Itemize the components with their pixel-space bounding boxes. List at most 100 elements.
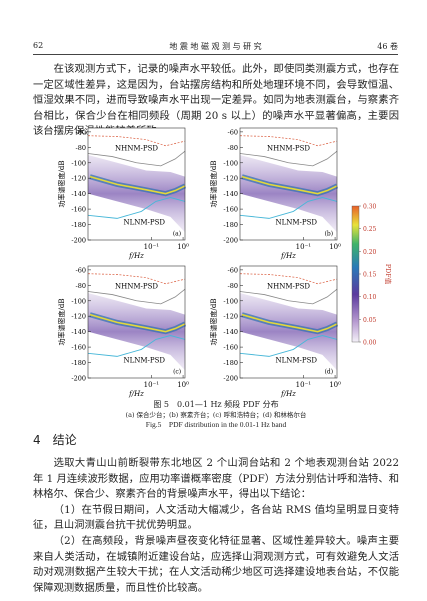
panel-label: (d) xyxy=(325,368,334,375)
colorbar-tick-label: 0.20 xyxy=(363,249,377,256)
pdf-peak xyxy=(241,313,338,333)
low-noise-model xyxy=(87,335,186,357)
y-tick-label: -160 xyxy=(223,206,238,214)
paragraph: （2）在高频段，背景噪声昼夜变化特征显著、区域性差异较大。噪声主要来自人类活动，… xyxy=(33,534,399,594)
y-tick-label: -180 xyxy=(223,359,238,367)
nlnm-label: NLNM-PSD xyxy=(123,357,165,365)
nlnm-label: NLNM-PSD xyxy=(123,219,165,227)
paragraph: （1）在节假日期间，人文活动大幅减少，各台站 RMS 值均呈明显日变特征，且山洞… xyxy=(33,503,399,532)
nhnm-label: NHNM-PSD xyxy=(115,144,158,152)
y-tick-label: -160 xyxy=(223,344,238,352)
high-noise-model xyxy=(239,288,338,305)
max-curve xyxy=(239,273,338,285)
max-curve xyxy=(87,135,186,147)
y-tick-label: -60 xyxy=(228,128,238,136)
paragraph: 在该观测方式下，记录的噪声水平较低。此外，即使同类测震方式，也存在一定区域性差异… xyxy=(33,63,399,138)
journal-title: 地 震 地 磁 观 测 与 研 究 xyxy=(169,42,262,51)
y-tick-label: -140 xyxy=(71,190,86,198)
panel-label: (b) xyxy=(325,230,334,237)
y-tick-label: -100 xyxy=(223,297,238,305)
colorbar-label: PDF值 xyxy=(384,264,393,285)
colorbar-tick-label: 0.30 xyxy=(363,204,377,211)
plot-frame xyxy=(239,265,338,379)
nlnm-label: NLNM-PSD xyxy=(275,357,317,365)
y-tick-label: -180 xyxy=(71,221,86,229)
colorbar-tick-label: 0.25 xyxy=(363,226,377,233)
y-tick-label: -160 xyxy=(71,206,86,214)
nhnm-label: NHNM-PSD xyxy=(267,282,310,290)
y-tick-label: -200 xyxy=(71,375,86,383)
nhnm-label: NHNM-PSD xyxy=(267,144,310,152)
x-tick-label: 10⁰ xyxy=(329,243,341,251)
y-tick-label: -120 xyxy=(223,175,238,183)
y-tick-label: -180 xyxy=(71,359,86,367)
x-axis-label: f/Hz xyxy=(128,252,144,260)
pdf-haze xyxy=(88,155,185,233)
plot-frame xyxy=(87,127,186,241)
nlnm-label: NLNM-PSD xyxy=(275,219,317,227)
y-tick-label: -60 xyxy=(228,266,238,274)
panel-label: (c) xyxy=(173,368,181,375)
y-axis-label: 功率谱密度/dB xyxy=(209,161,218,208)
y-tick-label: -120 xyxy=(71,175,86,183)
figure-caption: 图 5 0.01—1 Hz 频段 PDF 分布 xyxy=(153,400,279,409)
x-tick-label: 10⁰ xyxy=(329,381,341,389)
y-tick-label: -80 xyxy=(228,144,238,152)
y-axis-label: 功率谱密度/dB xyxy=(209,299,218,346)
low-noise-model xyxy=(239,335,338,357)
y-tick-label: -60 xyxy=(76,266,86,274)
x-tick-label: 10⁻¹ xyxy=(144,381,160,389)
y-axis-label: 功率谱密度/dB xyxy=(57,299,66,346)
y-tick-label: -200 xyxy=(223,237,238,245)
y-tick-label: -120 xyxy=(71,313,86,321)
paragraph: 选取大青山山前断裂带东北地区 2 个山洞台站和 2 个地表观测台站 2022 年… xyxy=(33,457,399,501)
high-noise-model xyxy=(87,288,186,305)
y-tick-label: -140 xyxy=(223,190,238,198)
y-tick-label: -160 xyxy=(71,344,86,352)
x-axis-label: f/Hz xyxy=(280,390,296,398)
x-axis-label: f/Hz xyxy=(280,252,296,260)
x-tick-label: 10⁻¹ xyxy=(296,243,312,251)
y-tick-label: -120 xyxy=(223,313,238,321)
x-axis-label: f/Hz xyxy=(128,390,144,398)
figure: NHNM-PSD NLNM-PSD (a) -60 -80 -100 -120 -140 -16… xyxy=(57,127,393,398)
y-tick-label: -140 xyxy=(71,328,86,336)
colorbar-tick-label: 0.15 xyxy=(363,272,377,279)
colorbar-tick-label: 0.10 xyxy=(363,294,377,301)
plot-frame xyxy=(87,265,186,379)
colorbar xyxy=(351,205,360,343)
pdf-peak xyxy=(89,175,186,195)
y-tick-label: -80 xyxy=(76,144,86,152)
y-tick-label: -180 xyxy=(223,221,238,229)
y-tick-label: -100 xyxy=(223,159,238,167)
conclusion: 选取大青山山前断裂带东北地区 2 个山洞台站和 2 个地表观测台站 2022 年… xyxy=(33,456,399,596)
figure-caption-en: Fig.5 PDF distribution in the 0.01-1 Hz … xyxy=(145,420,287,429)
y-axis-label: 功率谱密度/dB xyxy=(57,161,66,208)
running-header: 62 地 震 地 磁 观 测 与 研 究 46 卷 xyxy=(33,40,398,55)
figure-subcaption: (a) 保合少台；(b) 察素齐台；(c) 呼和浩特台；(d) 和林格尔台 xyxy=(125,411,307,419)
colorbar-tick-label: 0.00 xyxy=(363,340,377,347)
low-noise-model xyxy=(239,197,338,219)
high-noise-model xyxy=(87,150,186,167)
y-tick-label: -200 xyxy=(223,375,238,383)
pdf-peak xyxy=(89,313,186,333)
page-number: 62 xyxy=(33,41,44,50)
volume: 46 卷 xyxy=(377,42,398,51)
y-tick-label: -80 xyxy=(228,282,238,290)
colorbar-tick-label: 0.05 xyxy=(363,317,377,324)
intro-paragraph: 在该观测方式下，记录的噪声水平较低。此外，即使同类测震方式，也存在一定区域性差异… xyxy=(33,62,399,140)
y-tick-label: -200 xyxy=(71,237,86,245)
x-tick-label: 10⁻¹ xyxy=(296,381,312,389)
panel-label: (a) xyxy=(173,230,181,237)
x-tick-label: 10⁰ xyxy=(177,243,189,251)
y-tick-label: -60 xyxy=(76,128,86,136)
x-tick-label: 10⁰ xyxy=(177,381,189,389)
section-heading: 4 结论 xyxy=(33,433,77,447)
y-tick-label: -100 xyxy=(71,297,86,305)
pdf-haze xyxy=(240,293,337,371)
pdf-peak xyxy=(241,175,338,195)
max-curve xyxy=(87,273,186,285)
y-tick-label: -100 xyxy=(71,159,86,167)
pdf-haze xyxy=(240,155,337,233)
